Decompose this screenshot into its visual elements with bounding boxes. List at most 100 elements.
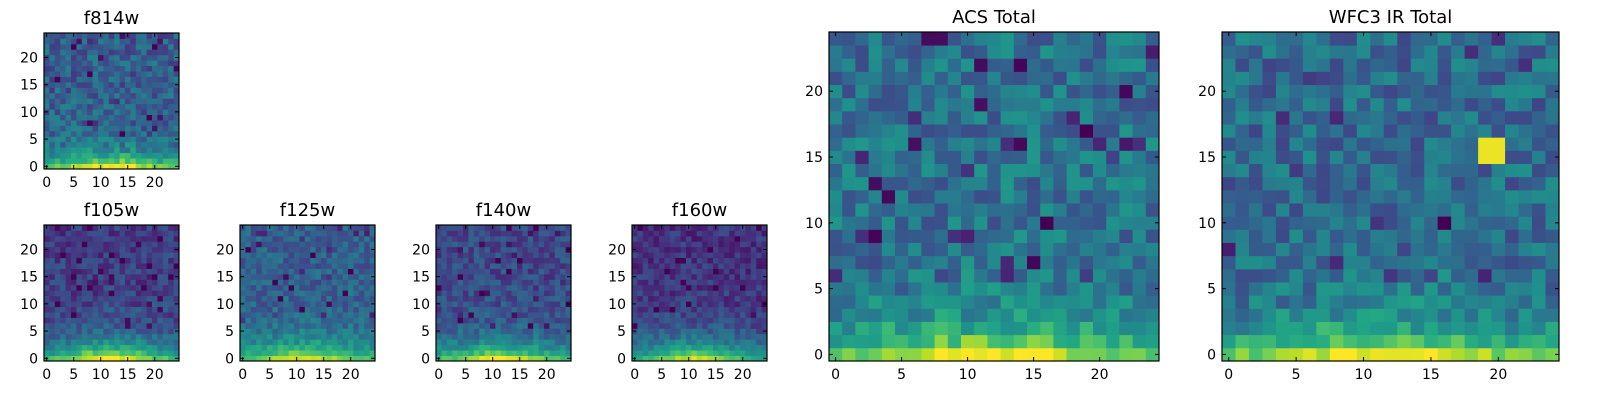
heatmap-cell bbox=[125, 38, 131, 45]
heatmap-cell bbox=[81, 339, 88, 346]
heatmap-cell bbox=[103, 225, 110, 231]
heatmap-cell bbox=[44, 147, 50, 154]
heatmap-cell bbox=[119, 268, 126, 275]
heatmap-cell bbox=[60, 290, 66, 297]
heatmap-cell bbox=[44, 322, 50, 329]
heatmap-cell bbox=[517, 252, 523, 259]
heatmap-cell bbox=[337, 257, 343, 264]
heatmap-cell bbox=[664, 350, 671, 356]
heatmap-cell bbox=[707, 241, 714, 248]
heatmap-cell bbox=[1093, 255, 1107, 270]
heatmap-cell bbox=[114, 130, 120, 137]
heatmap-cell bbox=[1275, 347, 1290, 362]
heatmap-cell bbox=[1289, 97, 1304, 112]
heatmap-cell bbox=[135, 328, 142, 335]
heatmap-cell bbox=[87, 328, 93, 335]
heatmap-cell bbox=[1040, 97, 1054, 112]
heatmap-cell bbox=[527, 295, 534, 302]
heatmap-cell bbox=[87, 268, 93, 275]
heatmap-cell bbox=[141, 252, 147, 259]
heatmap-cell bbox=[457, 268, 464, 275]
heatmap-cell bbox=[87, 60, 93, 67]
heatmap-cell bbox=[560, 317, 566, 324]
heatmap-cell bbox=[348, 230, 354, 237]
heatmap-cell bbox=[632, 279, 638, 286]
heatmap-cell bbox=[369, 235, 376, 242]
heatmap-cell bbox=[108, 235, 115, 242]
heatmap-cell bbox=[642, 350, 649, 356]
heatmap-cell bbox=[157, 136, 164, 143]
heatmap-cell bbox=[436, 322, 442, 329]
heatmap-cell bbox=[1302, 308, 1317, 322]
heatmap-cell bbox=[707, 301, 714, 307]
heatmap-cell bbox=[490, 273, 496, 280]
heatmap-cell bbox=[1545, 347, 1560, 362]
heatmap-cell bbox=[1397, 150, 1412, 164]
heatmap-cell bbox=[304, 257, 311, 264]
heatmap-cell bbox=[1491, 242, 1506, 257]
heatmap-cell bbox=[157, 295, 164, 302]
heatmap-cell bbox=[468, 268, 475, 275]
heatmap-cell bbox=[250, 268, 257, 275]
heatmap-cell bbox=[348, 246, 354, 253]
heatmap-cell bbox=[119, 344, 126, 351]
heatmap-cell bbox=[157, 284, 164, 291]
heatmap-cell bbox=[855, 229, 869, 243]
heatmap-cell bbox=[108, 43, 115, 50]
x-tick-label: 0 bbox=[434, 367, 443, 383]
heatmap-cell bbox=[750, 279, 757, 286]
heatmap-cell bbox=[326, 350, 333, 356]
heatmap-cell bbox=[173, 333, 180, 340]
heatmap-cell bbox=[76, 290, 83, 297]
heatmap-cell bbox=[637, 322, 644, 329]
heatmap-cell bbox=[495, 295, 502, 302]
heatmap-cell bbox=[369, 306, 376, 313]
heatmap-cell bbox=[511, 225, 518, 231]
heatmap-cell bbox=[130, 43, 137, 50]
heatmap-cell bbox=[713, 322, 719, 329]
heatmap-cell bbox=[103, 230, 110, 237]
heatmap-cell bbox=[294, 339, 300, 346]
heatmap-cell bbox=[921, 58, 935, 72]
heatmap-cell bbox=[1248, 97, 1263, 112]
heatmap-cell bbox=[653, 295, 660, 302]
heatmap-cell bbox=[49, 306, 56, 313]
heatmap-cell bbox=[71, 246, 77, 253]
heatmap-cell bbox=[490, 284, 496, 291]
heatmap-cell bbox=[718, 355, 725, 362]
heatmap-cell bbox=[173, 71, 180, 77]
heatmap-cell bbox=[1343, 189, 1358, 204]
heatmap-cell bbox=[538, 225, 545, 231]
heatmap-cell bbox=[168, 301, 174, 307]
heatmap-cell bbox=[114, 306, 120, 313]
heatmap-cell bbox=[256, 333, 262, 340]
heatmap-cell bbox=[1119, 84, 1133, 99]
heatmap-cell bbox=[1079, 216, 1094, 230]
heatmap-cell bbox=[108, 290, 115, 297]
heatmap-cell bbox=[337, 350, 343, 356]
heatmap-cell bbox=[659, 241, 665, 248]
heatmap-cell bbox=[549, 312, 556, 318]
heatmap-cell bbox=[114, 235, 120, 242]
heatmap-cell bbox=[141, 284, 147, 291]
heatmap-cell bbox=[1132, 295, 1147, 309]
heatmap-cell bbox=[669, 284, 676, 291]
heatmap-cell bbox=[1383, 229, 1398, 243]
heatmap-cell bbox=[331, 350, 338, 356]
heatmap-cell bbox=[54, 257, 61, 264]
heatmap-cell bbox=[750, 225, 757, 231]
heatmap-cell bbox=[1027, 84, 1041, 99]
heatmap-cell bbox=[756, 301, 762, 307]
heatmap-cell bbox=[173, 284, 180, 291]
heatmap-cell bbox=[1343, 150, 1358, 164]
heatmap-cell bbox=[1302, 32, 1317, 46]
heatmap-cell bbox=[538, 252, 545, 259]
heatmap-cell bbox=[740, 312, 746, 318]
heatmap-cell bbox=[49, 241, 56, 248]
heatmap-cell bbox=[1106, 176, 1120, 191]
heatmap-cell bbox=[49, 312, 56, 318]
heatmap-cell bbox=[60, 92, 66, 99]
heatmap-cell bbox=[98, 76, 104, 83]
heatmap-cell bbox=[108, 246, 115, 253]
heatmap-cell bbox=[1040, 84, 1054, 99]
